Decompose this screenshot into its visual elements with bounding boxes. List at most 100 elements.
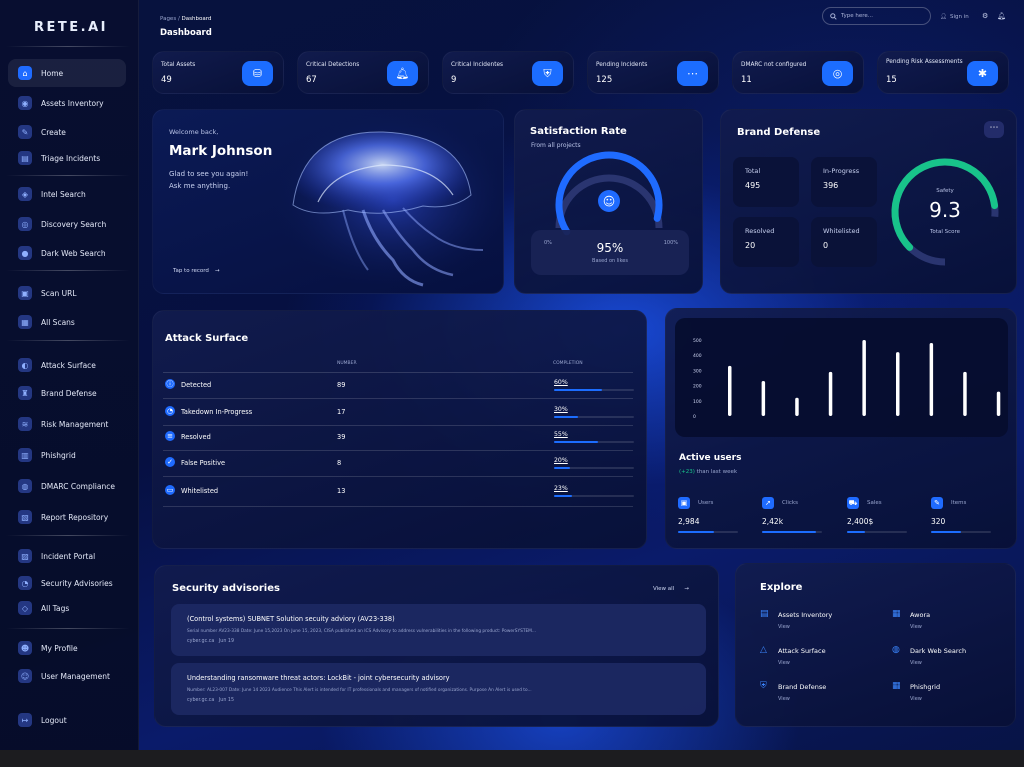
report-icon: ▧ [18, 510, 32, 524]
advisories-title: Security advisories [172, 583, 280, 594]
sidebar-item-scan-url[interactable]: ▣ Scan URL [8, 279, 126, 307]
sidebar-item-risk-management[interactable]: ≋ Risk Management [8, 410, 126, 438]
sidebar-item-my-profile[interactable]: ☻ My Profile [8, 634, 126, 662]
bar [896, 352, 900, 416]
sidebar-divider [6, 270, 130, 271]
attack-surface-card: Attack Surface NUMBER COMPLETION ⓘ Detec… [152, 310, 647, 549]
search-box[interactable] [822, 7, 931, 25]
scans-icon: ▦ [18, 315, 32, 329]
explore-item-brand-defense[interactable]: ⛨ Brand Defense View [760, 681, 827, 702]
rocket-icon: ➚ [762, 497, 774, 509]
radar-icon: △ [760, 645, 767, 655]
sidebar-item-brand-defense[interactable]: ♜ Brand Defense [8, 379, 126, 407]
sidebar-item-user-management[interactable]: ☺ User Management [8, 662, 126, 690]
bottom-bar [0, 750, 1024, 767]
brand-resolved-tile: Resolved 20 [733, 217, 799, 267]
wrench-icon: ✎ [931, 497, 943, 509]
stat-card-pending-risk-assessments[interactable]: Pending Risk Assessments 15 ✱ [877, 51, 1009, 94]
attack-surface-title: Attack Surface [165, 333, 249, 344]
sidebar-item-create[interactable]: ✎ Create [8, 118, 126, 146]
shield-icon: ⛨ [760, 681, 767, 691]
explore-item-attack-surface[interactable]: △ Attack Surface View [760, 645, 826, 666]
search-input[interactable] [841, 13, 921, 19]
breadcrumb-root[interactable]: Pages [160, 16, 177, 22]
sidebar-item-report-repository[interactable]: ▧ Report Repository [8, 503, 126, 531]
triage-icon: ▤ [18, 151, 32, 165]
bar [996, 391, 1001, 416]
sidebar-item-dark-web-search[interactable]: ● Dark Web Search [8, 239, 126, 267]
inventory-icon: ▤ [760, 609, 769, 619]
active-users-subtitle: (+23) than last week [679, 469, 738, 475]
attack-icon: ◐ [18, 358, 32, 372]
stat-card-critical-incidentes[interactable]: Critical Incidentes 9 ⛨ [442, 51, 574, 94]
jellyfish-image [273, 110, 503, 290]
sidebar-item-home[interactable]: ⌂ Home [8, 59, 126, 87]
sidebar-item-logout[interactable]: ↦ Logout [8, 706, 126, 734]
metric-bar [762, 531, 822, 533]
sidebar-item-incident-portal[interactable]: ▨ Incident Portal [8, 542, 126, 570]
brand-inprogress-tile: In-Progress 396 [811, 157, 877, 207]
app-logo: RETE.AI [34, 20, 108, 35]
explore-item-phishgrid[interactable]: ▦ Phishgrid View [892, 681, 941, 702]
satisfaction-subtitle: From all projects [531, 142, 581, 149]
sidebar-item-security-advisories[interactable]: ◔ Security Advisories [8, 569, 126, 597]
list-icon: ≡ [165, 431, 175, 441]
tap-to-record-link[interactable]: Tap to record → [173, 268, 220, 274]
explore-item-awora[interactable]: ▦ Awora View [892, 609, 931, 630]
grid-icon: ▦ [892, 681, 901, 691]
attack-surface-row[interactable]: ✓ False Positive 8 20% [163, 451, 634, 477]
explore-item-assets-inventory[interactable]: ▤ Assets Inventory View [760, 609, 833, 630]
completion-bar [554, 467, 634, 469]
explore-title: Explore [760, 582, 803, 593]
sidebar-divider [6, 175, 130, 176]
y-tick-label: 100 [693, 399, 702, 405]
advisory-item[interactable]: Understanding ransomware threat actors: … [171, 663, 706, 715]
attack-surface-row[interactable]: ≡ Resolved 39 55% [163, 425, 634, 451]
sidebar-item-assets-inventory[interactable]: ◉ Assets Inventory [8, 89, 126, 117]
smile-icon: ☺ [603, 195, 616, 209]
attack-surface-row[interactable]: ▭ Whitelisted 13 23% [163, 479, 634, 507]
brand-total-tile: Total 495 [733, 157, 799, 207]
sidebar-item-attack-surface[interactable]: ◐ Attack Surface [8, 351, 126, 379]
welcome-greeting: Welcome back, [169, 128, 219, 136]
stat-card-total-assets[interactable]: Total Assets 49 ⛁ [152, 51, 284, 94]
completion-bar [554, 389, 634, 391]
stat-card-critical-detections[interactable]: Critical Detections 67 🔔︎ [297, 51, 429, 94]
advisory-item[interactable]: (Control systems) SUBNET Solution secuit… [171, 604, 706, 656]
assets-icon: ◉ [18, 96, 32, 110]
sidebar-item-all-scans[interactable]: ▦ All Scans [8, 308, 126, 336]
gear-icon[interactable]: ⚙ [982, 12, 989, 20]
active-users-card: 500 400 300 200 100 0 Active users (+23) than… [665, 308, 1017, 549]
user-icon: 👤︎ [940, 14, 947, 20]
asterisk-icon: ✱ [967, 61, 998, 86]
sidebar-item-dmarc-compliance[interactable]: ◍ DMARC Compliance [8, 472, 126, 500]
signin-link[interactable]: 👤︎ Sign in [940, 14, 969, 20]
sidebar-item-intel-search[interactable]: ◈ Intel Search [8, 180, 126, 208]
satisfaction-arc [555, 151, 663, 236]
sidebar-item-triage-incidents[interactable]: ▤ Triage Incidents [8, 144, 126, 172]
explore-item-dark-web-search[interactable]: ◍ Dark Web Search View [892, 645, 967, 666]
metric-sales: ⛟ Sales 2,400$ [847, 497, 917, 537]
discovery-icon: ◎ [18, 217, 32, 231]
attack-surface-row[interactable]: ◔ Takedown In-Progress 17 30% [163, 400, 634, 426]
view-all-link[interactable]: View all → [653, 586, 689, 592]
active-users-title: Active users [679, 453, 742, 463]
sidebar-item-phishgrid[interactable]: ▥ Phishgrid [8, 441, 126, 469]
sidebar-item-all-tags[interactable]: ◇ All Tags [8, 594, 126, 622]
bar-chart-panel: 500 400 300 200 100 0 [675, 318, 1008, 437]
bar [761, 381, 766, 416]
more-options-button[interactable]: ⋯ [984, 121, 1004, 138]
stat-card-pending-incidents[interactable]: Pending Incidents 125 ⋯ [587, 51, 719, 94]
scan-icon: ▣ [18, 286, 32, 300]
brand-defense-card: Brand Defense ⋯ Total 495 In-Progress 39… [720, 109, 1017, 294]
sidebar: RETE.AI ⌂ Home ◉ Assets Inventory ✎ Create … [0, 0, 139, 750]
bar [963, 371, 967, 416]
sidebar-item-discovery-search[interactable]: ◎ Discovery Search [8, 210, 126, 238]
bell-icon[interactable]: 🔔︎ [997, 12, 1006, 20]
stat-card-dmarc-not-configured[interactable]: DMARC not configured 11 ◎ [732, 51, 864, 94]
create-icon: ✎ [18, 125, 32, 139]
bell-icon: 🔔︎ [387, 61, 418, 86]
pie-icon: ◔ [165, 406, 175, 416]
brand-defense-title: Brand Defense [737, 127, 821, 138]
attack-surface-row[interactable]: ⓘ Detected 89 60% [163, 373, 634, 399]
